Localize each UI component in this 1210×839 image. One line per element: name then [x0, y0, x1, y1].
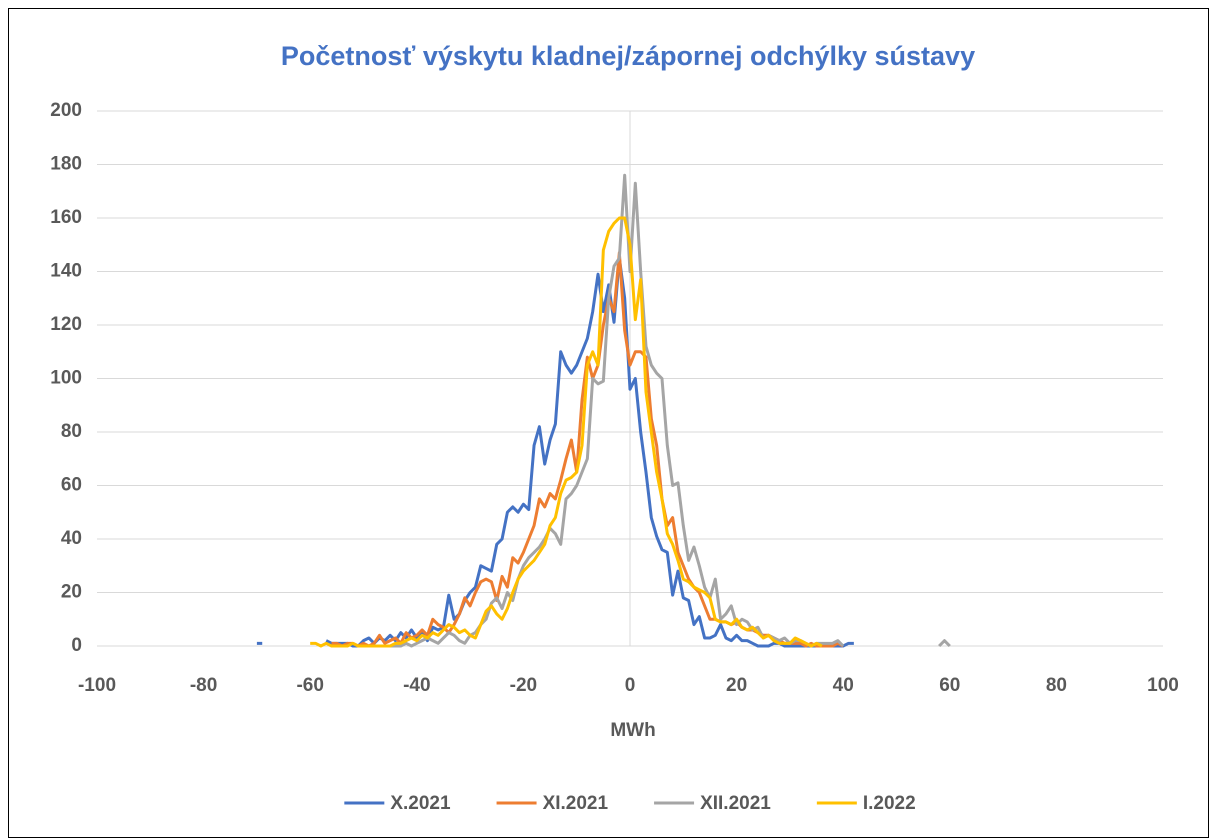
y-tick-label: 100 — [50, 368, 82, 389]
y-tick-label: 80 — [61, 421, 82, 442]
x-tick-label: -20 — [510, 675, 537, 696]
x-tick-label: 60 — [939, 675, 960, 696]
legend-label: XI.2021 — [543, 793, 609, 814]
x-tick-label: 20 — [726, 675, 747, 696]
chart-border — [8, 8, 1209, 838]
series-line — [310, 216, 823, 648]
y-tick-label: 120 — [50, 314, 82, 335]
y-tick-label: 160 — [50, 207, 82, 228]
legend-label: X.2021 — [390, 793, 451, 814]
x-tick-label: -60 — [296, 675, 323, 696]
legend-label: I.2022 — [863, 793, 916, 814]
y-tick-label: 40 — [61, 528, 82, 549]
x-tick-label: 0 — [625, 675, 636, 696]
x-tick-label: -40 — [403, 675, 430, 696]
y-tick-label: 180 — [50, 154, 82, 175]
y-tick-label: 140 — [50, 261, 82, 282]
y-tick-label: 60 — [61, 475, 82, 496]
x-tick-label: 40 — [833, 675, 854, 696]
x-tick-label: -100 — [78, 675, 116, 696]
x-tick-label: -80 — [190, 675, 217, 696]
x-tick-label: 100 — [1147, 675, 1179, 696]
x-tick-label: 80 — [1046, 675, 1067, 696]
y-tick-label: 0 — [71, 635, 82, 656]
series-line — [256, 256, 854, 648]
legend-label: XII.2021 — [700, 793, 771, 814]
y-tick-label: 20 — [61, 582, 82, 603]
chart-title: Početnosť výskytu kladnej/zápornej odchý… — [281, 41, 975, 71]
x-axis-label: MWh — [610, 720, 655, 741]
y-tick-label: 200 — [50, 100, 82, 121]
